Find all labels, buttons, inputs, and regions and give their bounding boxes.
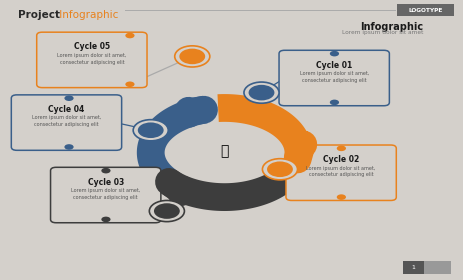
FancyBboxPatch shape (11, 95, 122, 150)
FancyBboxPatch shape (397, 4, 455, 16)
Circle shape (263, 159, 298, 180)
Circle shape (202, 139, 247, 166)
Text: 1: 1 (412, 265, 415, 270)
Circle shape (330, 51, 339, 56)
Circle shape (125, 81, 135, 87)
Circle shape (179, 49, 205, 64)
Circle shape (138, 122, 163, 138)
FancyBboxPatch shape (425, 261, 451, 274)
Circle shape (64, 144, 74, 150)
Circle shape (175, 46, 210, 67)
Circle shape (154, 203, 180, 219)
Circle shape (101, 168, 111, 173)
Text: 💰: 💰 (220, 144, 229, 158)
Text: Lorem ipsum dolor sit amet,
consectetur adipiscing elit: Lorem ipsum dolor sit amet, consectetur … (71, 188, 140, 200)
FancyBboxPatch shape (50, 167, 161, 223)
Text: Lorem ipsum dolor sit amet,
consectetur adipiscing elit: Lorem ipsum dolor sit amet, consectetur … (307, 166, 376, 178)
Circle shape (133, 120, 168, 141)
Circle shape (337, 146, 346, 151)
FancyBboxPatch shape (37, 32, 147, 88)
FancyBboxPatch shape (286, 145, 396, 200)
Text: Lorem ipsum dolor sit amet,
consectetur adipiscing elit: Lorem ipsum dolor sit amet, consectetur … (57, 53, 126, 65)
Circle shape (244, 82, 279, 103)
Text: Cycle 05: Cycle 05 (74, 43, 110, 52)
Text: Cycle 04: Cycle 04 (48, 105, 85, 114)
Text: Infographic: Infographic (56, 10, 119, 20)
Text: Lorem ipsum dolor sit amet,
consectetur adipiscing elit: Lorem ipsum dolor sit amet, consectetur … (32, 115, 101, 127)
Text: Lorem ipsum dolor sit amet,
consectetur adipiscing elit: Lorem ipsum dolor sit amet, consectetur … (300, 71, 369, 83)
Circle shape (267, 162, 293, 177)
Text: Project: Project (18, 10, 60, 20)
FancyBboxPatch shape (279, 50, 389, 106)
Text: Cycle 02: Cycle 02 (323, 155, 359, 164)
Circle shape (150, 200, 184, 222)
Circle shape (330, 100, 339, 105)
Circle shape (125, 33, 135, 38)
Circle shape (337, 194, 346, 200)
Text: Lorem ipsum dolor sit amet: Lorem ipsum dolor sit amet (342, 30, 423, 35)
Text: Cycle 01: Cycle 01 (316, 60, 352, 70)
FancyBboxPatch shape (403, 261, 424, 274)
Text: Cycle 03: Cycle 03 (88, 178, 124, 186)
Circle shape (64, 95, 74, 101)
Circle shape (249, 85, 275, 101)
Text: LOGOTYPE: LOGOTYPE (408, 8, 443, 13)
Text: Infographic: Infographic (360, 22, 423, 32)
Circle shape (101, 217, 111, 222)
